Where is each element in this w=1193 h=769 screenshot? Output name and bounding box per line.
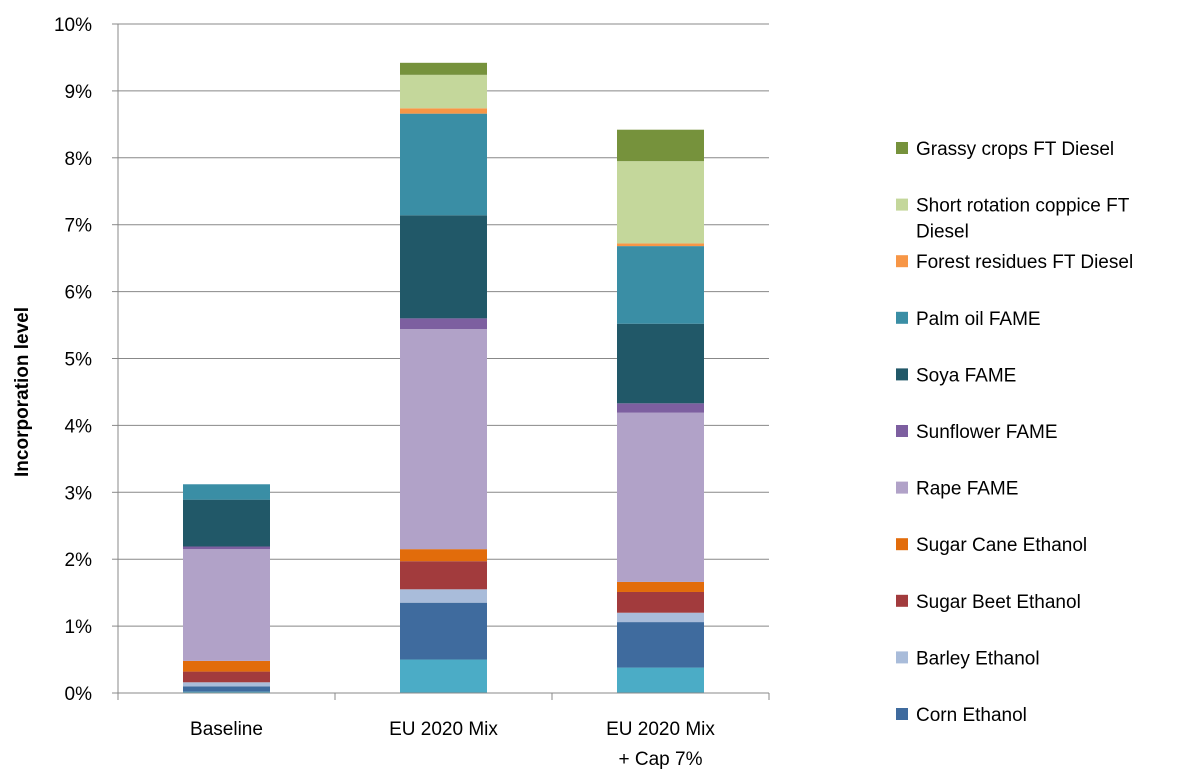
legend-swatch — [896, 425, 908, 437]
y-tick-label: 0% — [65, 684, 93, 705]
y-tick-label: 2% — [65, 550, 93, 571]
legend-label: Sugar Beet Ethanol — [916, 592, 1081, 613]
bar-segment — [400, 113, 487, 216]
legend-swatch — [896, 311, 908, 324]
bar-segment — [617, 246, 704, 324]
bar-segment — [617, 581, 704, 592]
bar-segment — [400, 62, 487, 75]
bar-segment — [183, 686, 270, 692]
legend-swatch — [896, 594, 908, 607]
legend-label: Grassy crops FT Diesel — [916, 139, 1114, 160]
y-tick-label: 9% — [65, 82, 93, 103]
legend-swatch — [896, 708, 908, 720]
x-category-label: + Cap 7% — [619, 749, 703, 769]
bar-segment — [617, 591, 704, 613]
legend-label: Barley Ethanol — [916, 648, 1040, 669]
bar-segment — [617, 612, 704, 623]
y-tick-label: 6% — [65, 283, 93, 304]
bar-segment — [617, 622, 704, 668]
legend: Grassy crops FT Diesel Short rotation cop… — [896, 139, 1133, 726]
legend-label: Rape FAME — [916, 479, 1018, 500]
bar-segment — [183, 691, 270, 693]
bar-segment — [183, 549, 270, 661]
legend-swatch — [896, 538, 908, 551]
y-tick-label: 1% — [65, 617, 93, 638]
legend-label: Forest residues FT Diesel — [916, 252, 1133, 273]
bar-segment — [617, 412, 704, 582]
y-tick-label: 3% — [65, 483, 93, 504]
bar-segment — [400, 602, 487, 660]
y-tick-label: 10% — [54, 15, 92, 36]
x-category-labels: Baseline EU 2020 Mix EU 2020 Mix + Cap 7% — [190, 719, 715, 769]
legend-label: Palm oil FAME — [916, 309, 1041, 330]
legend-swatch — [896, 481, 908, 494]
legend-label: Corn Ethanol — [916, 705, 1027, 726]
legend-swatch — [896, 198, 908, 211]
bar-segment — [617, 129, 704, 162]
bar-segment — [183, 682, 270, 687]
bar-segment — [617, 323, 704, 404]
bar-segment — [617, 667, 704, 693]
x-category-label: Baseline — [190, 719, 263, 740]
y-axis-label: Incorporation level — [12, 307, 33, 477]
bar-segment — [617, 403, 704, 413]
bar-segment — [400, 108, 487, 114]
legend-swatch — [896, 368, 908, 381]
bar-segment — [183, 660, 270, 672]
x-category-label: EU 2020 Mix — [606, 719, 715, 740]
bar-segment — [400, 318, 487, 330]
y-tick-label: 4% — [65, 416, 93, 437]
bar-segment — [400, 329, 487, 550]
y-tick-labels: 0% 1% 2% 3% 4% 5% 6% 7% 8% 9% 10% — [54, 15, 92, 705]
bar-segment — [183, 499, 270, 547]
y-tick-label: 8% — [65, 149, 93, 170]
x-category-label: EU 2020 Mix — [389, 719, 498, 740]
axes — [117, 24, 770, 700]
y-tick-label: 7% — [65, 216, 93, 237]
y-tick-label: 5% — [65, 350, 93, 371]
legend-label: Diesel — [916, 222, 969, 243]
bar-segment — [400, 215, 487, 319]
bar-segment — [617, 161, 704, 244]
bar-segment — [183, 671, 270, 683]
bar-segment — [183, 546, 270, 550]
bars — [183, 62, 704, 693]
legend-label: Short rotation coppice FT — [916, 196, 1130, 217]
bar-segment — [400, 74, 487, 109]
bar-segment — [617, 243, 704, 247]
bar-segment — [400, 659, 487, 693]
legend-label: Sunflower FAME — [916, 422, 1058, 443]
legend-label: Soya FAME — [916, 365, 1016, 386]
bar-segment — [400, 561, 487, 590]
bar-segment — [183, 484, 270, 500]
bar-segment — [400, 589, 487, 603]
legend-label: Sugar Cane Ethanol — [916, 535, 1087, 556]
legend-swatch — [896, 142, 908, 154]
legend-swatch — [896, 651, 908, 664]
legend-swatch — [896, 255, 908, 268]
bar-segment — [400, 549, 487, 562]
